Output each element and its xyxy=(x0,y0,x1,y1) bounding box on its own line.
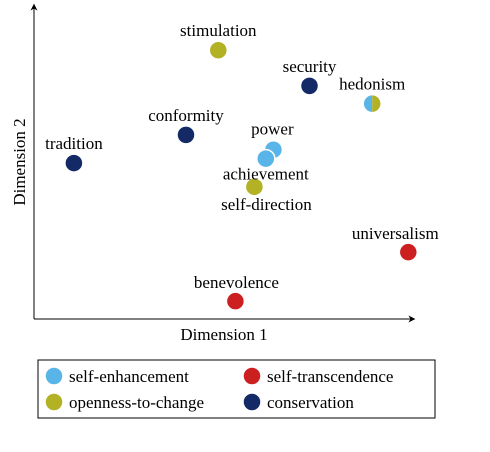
legend-label-openness-to-change: openness-to-change xyxy=(69,393,204,412)
legend-marker-openness-to-change xyxy=(44,392,64,412)
legend-label-self-enhancement: self-enhancement xyxy=(69,367,189,386)
label-self-direction: self-direction xyxy=(221,195,312,214)
point-stimulation xyxy=(208,40,229,60)
point-benevolence xyxy=(225,291,246,311)
point-hedonism xyxy=(362,93,382,114)
legend-box xyxy=(37,359,436,419)
y-axis-label: Dimension 2 xyxy=(10,118,29,205)
label-hedonism: hedonism xyxy=(339,75,405,94)
point-universalism xyxy=(398,242,419,262)
point-tradition xyxy=(64,153,84,173)
legend: self-enhancement self-transcendence openne… xyxy=(37,359,436,419)
point-self-direction xyxy=(244,177,265,197)
label-benevolence: benevolence xyxy=(194,273,279,292)
x-axis-label: Dimension 1 xyxy=(180,325,267,344)
legend-marker-conservation xyxy=(242,392,262,412)
label-security: security xyxy=(283,57,337,76)
label-conformity: conformity xyxy=(148,106,224,125)
legend-marker-self-transcendence xyxy=(242,366,262,386)
point-conformity xyxy=(176,125,196,145)
point-security xyxy=(299,76,320,96)
label-universalism: universalism xyxy=(352,224,439,243)
label-power: power xyxy=(251,120,294,139)
legend-items: self-enhancement self-transcendence openne… xyxy=(44,366,393,412)
label-tradition: tradition xyxy=(45,134,103,153)
data-points xyxy=(64,40,419,311)
legend-label-conservation: conservation xyxy=(267,393,354,412)
legend-label-self-transcendence: self-transcendence xyxy=(267,367,393,386)
label-stimulation: stimulation xyxy=(180,21,257,40)
label-achievement: achievement xyxy=(223,165,309,184)
legend-marker-self-enhancement xyxy=(44,366,64,386)
point-achievement xyxy=(256,148,276,169)
axes xyxy=(30,3,416,323)
